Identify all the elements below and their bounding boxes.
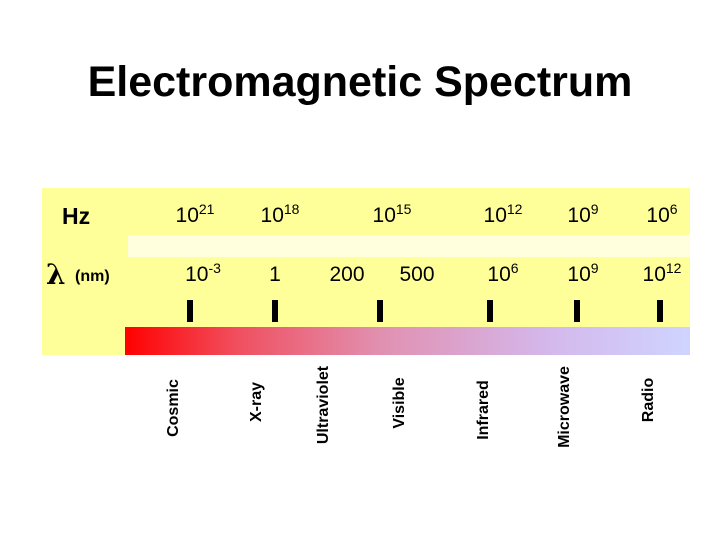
value-exponent: 21: [199, 201, 215, 217]
value: 109: [567, 201, 598, 227]
value-base: 10: [643, 263, 666, 286]
value: 1012: [484, 201, 523, 227]
value-base: 10: [567, 204, 590, 227]
value-base: 500: [399, 263, 434, 286]
lambda-symbol: λ: [46, 258, 66, 291]
tick: [657, 300, 663, 322]
band-label: Cosmic: [165, 379, 182, 437]
value-base: 10: [373, 204, 396, 227]
value: 500: [399, 263, 434, 286]
value: 1: [269, 263, 281, 286]
tick: [487, 300, 493, 322]
value: 1021: [176, 201, 215, 227]
value: 109: [567, 260, 598, 286]
ticks: [187, 300, 663, 322]
value-exponent: 6: [670, 201, 678, 217]
row-divider: [128, 235, 690, 257]
tick: [574, 300, 580, 322]
band-label: Infrared: [475, 380, 492, 440]
tick: [272, 300, 278, 322]
value-exponent: 6: [511, 260, 519, 276]
value-base: 1: [269, 263, 281, 286]
value-exponent: 9: [591, 260, 599, 276]
value-base: 200: [329, 263, 364, 286]
value-base: 10: [567, 263, 590, 286]
band-label: Radio: [640, 378, 657, 423]
value: 106: [487, 260, 518, 286]
tick: [377, 300, 383, 322]
tick: [187, 300, 193, 322]
value: 10-3: [185, 260, 221, 286]
nm-label: (nm): [75, 268, 110, 285]
title: Electromagnetic Spectrum: [88, 58, 633, 106]
hz-label: Hz: [62, 203, 90, 229]
value: 200: [329, 263, 364, 286]
band-label: X-ray: [248, 382, 265, 422]
band-label: Visible: [391, 377, 408, 428]
value-base: 10: [484, 204, 507, 227]
value-base: 10: [261, 204, 284, 227]
value-exponent: 18: [284, 201, 300, 217]
band-label: Ultraviolet: [315, 365, 332, 444]
value: 1012: [643, 260, 682, 286]
value-base: 10: [646, 204, 669, 227]
spectrum-bar: [125, 327, 690, 355]
value: 1015: [373, 201, 412, 227]
value-base: 10: [487, 263, 510, 286]
value-exponent: 12: [666, 260, 682, 276]
band-label: Microwave: [556, 366, 573, 448]
value-exponent: -3: [208, 260, 221, 276]
value: 1018: [261, 201, 300, 227]
value: 106: [646, 201, 677, 227]
value-exponent: 9: [591, 201, 599, 217]
value-base: 10: [185, 263, 208, 286]
value-exponent: 12: [507, 201, 523, 217]
value-exponent: 15: [396, 201, 412, 217]
value-base: 10: [176, 204, 199, 227]
